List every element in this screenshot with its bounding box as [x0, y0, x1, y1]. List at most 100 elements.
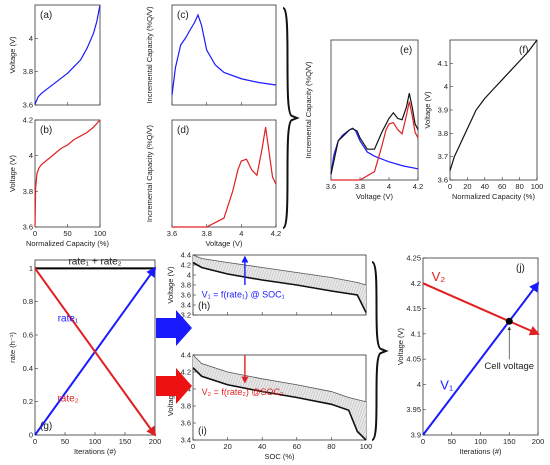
- v1-formula: V₁ = f(rate₁) @ SOC₁: [202, 290, 285, 300]
- panel-e: 3.6 3.8 4 4.2 Voltage (V) Incremental Capacit…: [304, 39, 423, 201]
- y-tick-label: 4: [187, 271, 191, 280]
- y-tick-label: 3.4: [181, 301, 191, 310]
- panel-label: (j): [516, 263, 525, 274]
- y-tick-label: 3.95: [406, 405, 421, 414]
- series-line: [330, 93, 419, 175]
- x-tick-label: 100: [360, 442, 373, 451]
- panel-label: (b): [40, 125, 52, 136]
- panel-c: Incremental Capacity (%Q/V) (c): [145, 4, 277, 106]
- x-tick-label: 100: [531, 182, 544, 191]
- y-tick-label: 4.2: [411, 279, 421, 288]
- y-tick-label: 4: [29, 34, 33, 43]
- x-tick-label: 60: [498, 182, 506, 191]
- y-tick-label: 3.2: [181, 311, 191, 320]
- x-tick-label: 4: [239, 229, 243, 238]
- red-block-arrow: [156, 368, 192, 404]
- x-tick-label: 150: [119, 437, 132, 446]
- y-axis-label: Voltage (V): [396, 327, 405, 365]
- panel-g: 0 50 100 150 200 0 0.2 0.4 0.6 0.8 1 Iterations (#)…: [8, 256, 161, 456]
- x-tick-label: 20: [463, 182, 471, 191]
- rate1-label: rate₁: [58, 314, 79, 325]
- panel-label: (i): [198, 426, 207, 437]
- v2-formula: V₂ = f(rate₂) @SOC₂: [202, 387, 284, 397]
- axes-frame: [330, 39, 419, 181]
- x-tick-label: 3.8: [355, 182, 365, 191]
- axes-frame: [192, 354, 367, 441]
- y-axis-label: Voltage (V): [423, 91, 432, 129]
- y-axis-label: Incremental Capacity (%Q/V): [145, 6, 154, 104]
- y-axis-label: Incremental Capacity (%Q/V): [304, 61, 313, 159]
- x-tick-label: 3.6: [326, 182, 336, 191]
- cell-voltage-label: Cell voltage: [484, 361, 534, 372]
- x-axis-label: Iterations (#): [459, 447, 502, 456]
- x-tick-label: 60: [293, 442, 301, 451]
- y-axis-label: Voltage (V): [8, 36, 17, 74]
- y-axis-label: Voltage (V): [166, 378, 175, 416]
- panel-h: 3.23.43.63.844.24.4 Voltage (V) (h)V₁ = f(…: [166, 251, 367, 320]
- y-tick-label: 0.2: [23, 397, 33, 406]
- y-tick-label: 3.6: [438, 176, 448, 185]
- x-tick-label: 20: [223, 442, 231, 451]
- x-tick-label: 100: [94, 229, 107, 238]
- x-tick-label: 150: [503, 437, 516, 446]
- y-tick-label: 1: [29, 264, 33, 273]
- axes-frame: [171, 119, 277, 228]
- y-tick-label: 4.1: [411, 329, 421, 338]
- y-tick-label: 0: [29, 431, 33, 440]
- y-axis-label: Voltage (V): [166, 266, 175, 304]
- band-lower-line: [192, 261, 367, 313]
- x-tick-label: 80: [327, 442, 335, 451]
- panel-label: (e): [400, 45, 412, 56]
- y-tick-label: 4.2: [23, 116, 33, 125]
- panel-j: 0 50 100 150 200 3.9 3.95 4 4.05 4.1 4.15 4.2 4.25 It…: [396, 254, 544, 457]
- panel-label: (d): [177, 125, 189, 136]
- y-tick-label: 4.25: [406, 254, 421, 263]
- curve-band: [193, 355, 366, 440]
- y-tick-label: 3.8: [23, 67, 33, 76]
- y-tick-label: 3.6: [23, 101, 33, 110]
- y-tick-label: 4: [417, 380, 421, 389]
- y-tick-label: 3.6: [23, 223, 33, 232]
- y-axis-label: rate (h⁻¹): [8, 332, 17, 363]
- x-tick-label: 40: [481, 182, 489, 191]
- brace-bottom: [371, 261, 389, 441]
- y-tick-label: 4.2: [181, 368, 191, 377]
- sum-label: rate₁ + rate₂: [68, 256, 121, 267]
- x-tick-label: 4.2: [271, 229, 281, 238]
- series-line: [449, 39, 538, 171]
- y-tick-label: 4.4: [181, 251, 191, 260]
- panel-label: (a): [40, 10, 52, 21]
- y-tick-label: 0.8: [23, 297, 33, 306]
- x-tick-label: 80: [515, 182, 523, 191]
- y-axis-label: Voltage (V): [8, 154, 17, 192]
- y-tick-label: 3.9: [411, 431, 421, 440]
- v2-label: V₂: [432, 269, 446, 284]
- panel-a: 3.6 3.8 4 Voltage (V) (a): [8, 4, 101, 110]
- series-line: [34, 4, 101, 105]
- y-tick-label: 3.8: [23, 187, 33, 196]
- series-line: [331, 101, 419, 181]
- blue-block-arrow: [156, 310, 192, 346]
- x-tick-label: 0: [448, 182, 452, 191]
- series-line: [422, 282, 540, 336]
- x-tick-label: 0: [33, 437, 37, 446]
- x-axis-label: Voltage (V): [205, 239, 243, 248]
- v1-label: V₁: [440, 377, 454, 392]
- band-upper-line: [192, 354, 367, 403]
- x-tick-label: 100: [89, 437, 102, 446]
- x-tick-label: 4: [387, 182, 391, 191]
- panel-b: 0 50 100 3.6 3.8 4 4.2 Normalized Capacity (%) V…: [8, 116, 109, 249]
- series-line: [34, 119, 101, 228]
- series-line: [34, 267, 157, 437]
- panel-label: (f): [519, 45, 528, 56]
- band-upper-line: [192, 254, 367, 286]
- series-line: [422, 281, 540, 436]
- y-tick-label: 0.4: [23, 364, 33, 373]
- x-tick-label: 200: [532, 437, 545, 446]
- y-tick-label: 3.8: [438, 129, 448, 138]
- y-tick-label: 3.8: [181, 281, 191, 290]
- x-tick-label: 100: [474, 437, 487, 446]
- curve-band: [193, 255, 366, 313]
